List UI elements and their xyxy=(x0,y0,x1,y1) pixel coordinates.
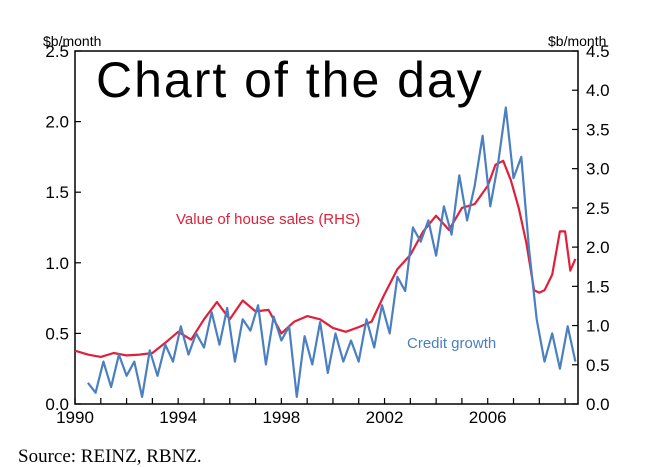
right-tick-label: 2.5 xyxy=(586,199,610,218)
left-tick-label: 2.0 xyxy=(45,113,69,132)
left-tick-label: 1.0 xyxy=(45,254,69,273)
annotation-credit-growth: Credit growth xyxy=(407,335,496,352)
x-tick-label: 1994 xyxy=(159,408,197,427)
left-axis-unit: $b/month xyxy=(43,33,101,49)
chart-title: Chart of the day xyxy=(96,52,484,108)
source-note: Source: REINZ, RBNZ. xyxy=(18,446,202,467)
plot-frame xyxy=(74,50,579,405)
right-tick-label: 3.0 xyxy=(586,160,610,179)
right-axis-unit: $b/month xyxy=(548,33,606,49)
series-line-credit-growth xyxy=(87,106,577,398)
x-tick-label: 2002 xyxy=(366,408,404,427)
x-axis: 1990 1994 1998 2002 2006 xyxy=(56,398,566,427)
right-tick-label: 0.5 xyxy=(586,356,610,375)
series-line-house-sales xyxy=(74,159,577,358)
right-tick-label: 1.0 xyxy=(586,317,610,336)
annotation-house-sales: Value of house sales (RHS) xyxy=(176,211,360,228)
right-tick-label: 3.5 xyxy=(586,120,610,139)
left-tick-label: 1.5 xyxy=(45,183,69,202)
right-tick-label: 4.5 xyxy=(586,42,610,61)
x-tick-label: 2006 xyxy=(469,408,507,427)
left-axis: 0.0 0.5 1.0 1.5 2.0 2.5 xyxy=(45,42,81,414)
left-tick-label: 2.5 xyxy=(45,42,69,61)
left-tick-label: 0.5 xyxy=(45,324,69,343)
right-axis: 0.0 0.5 1.0 1.5 2.0 2.5 3.0 3.5 4.0 4.5 xyxy=(572,42,610,414)
right-tick-label: 2.0 xyxy=(586,238,610,257)
x-tick-label: 1990 xyxy=(56,408,94,427)
right-tick-label: 4.0 xyxy=(586,81,610,100)
right-tick-label: 0.0 xyxy=(586,395,610,414)
left-tick-label: 0.0 xyxy=(45,395,69,414)
right-tick-label: 1.5 xyxy=(586,277,610,296)
x-tick-label: 1998 xyxy=(262,408,300,427)
